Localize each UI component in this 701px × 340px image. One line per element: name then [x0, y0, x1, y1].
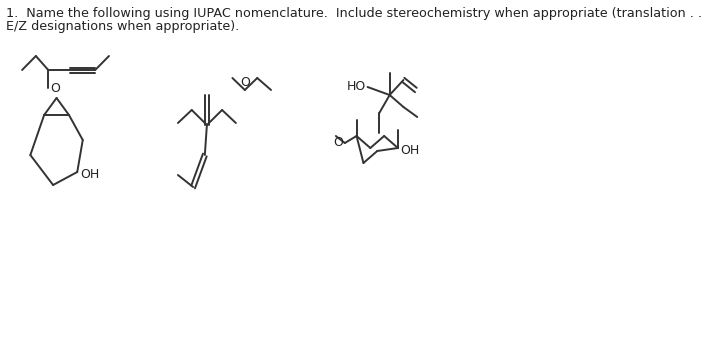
Text: 1.  Name the following using IUPAC nomenclature.  Include stereochemistry when a: 1. Name the following using IUPAC nomenc…	[6, 7, 701, 20]
Text: HO: HO	[347, 80, 366, 92]
Text: OH: OH	[80, 168, 100, 181]
Text: O: O	[50, 82, 60, 95]
Text: O: O	[334, 136, 343, 149]
Text: OH: OH	[401, 143, 420, 156]
Text: O: O	[240, 76, 250, 89]
Text: E/Z designations when appropriate).: E/Z designations when appropriate).	[6, 20, 239, 33]
